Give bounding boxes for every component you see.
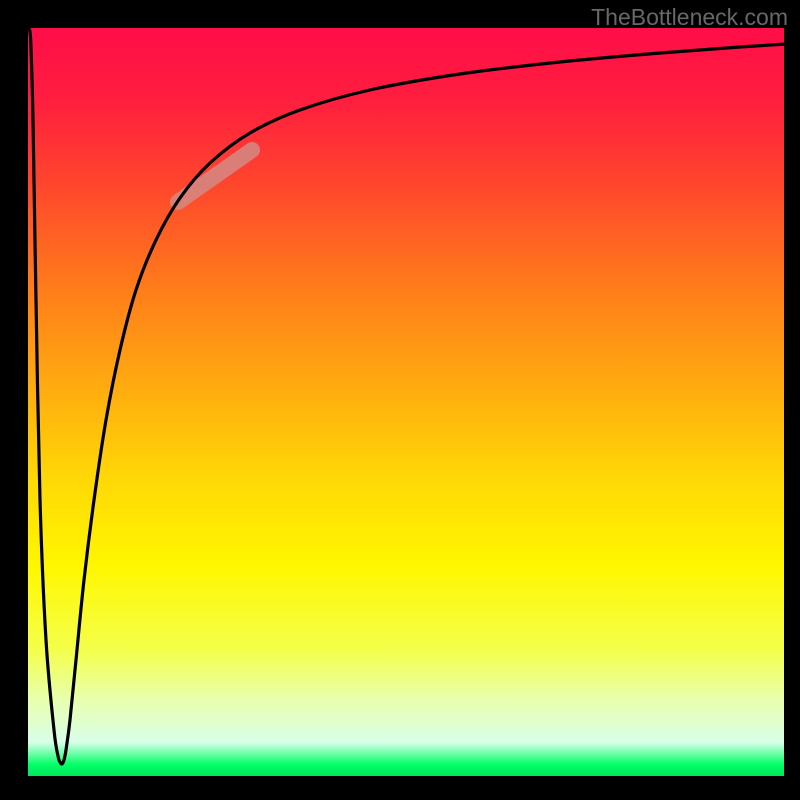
attribution-label: TheBottleneck.com: [591, 4, 788, 31]
plot-background: [28, 28, 784, 776]
chart-svg: [0, 0, 800, 800]
chart-container: TheBottleneck.com: [0, 0, 800, 800]
